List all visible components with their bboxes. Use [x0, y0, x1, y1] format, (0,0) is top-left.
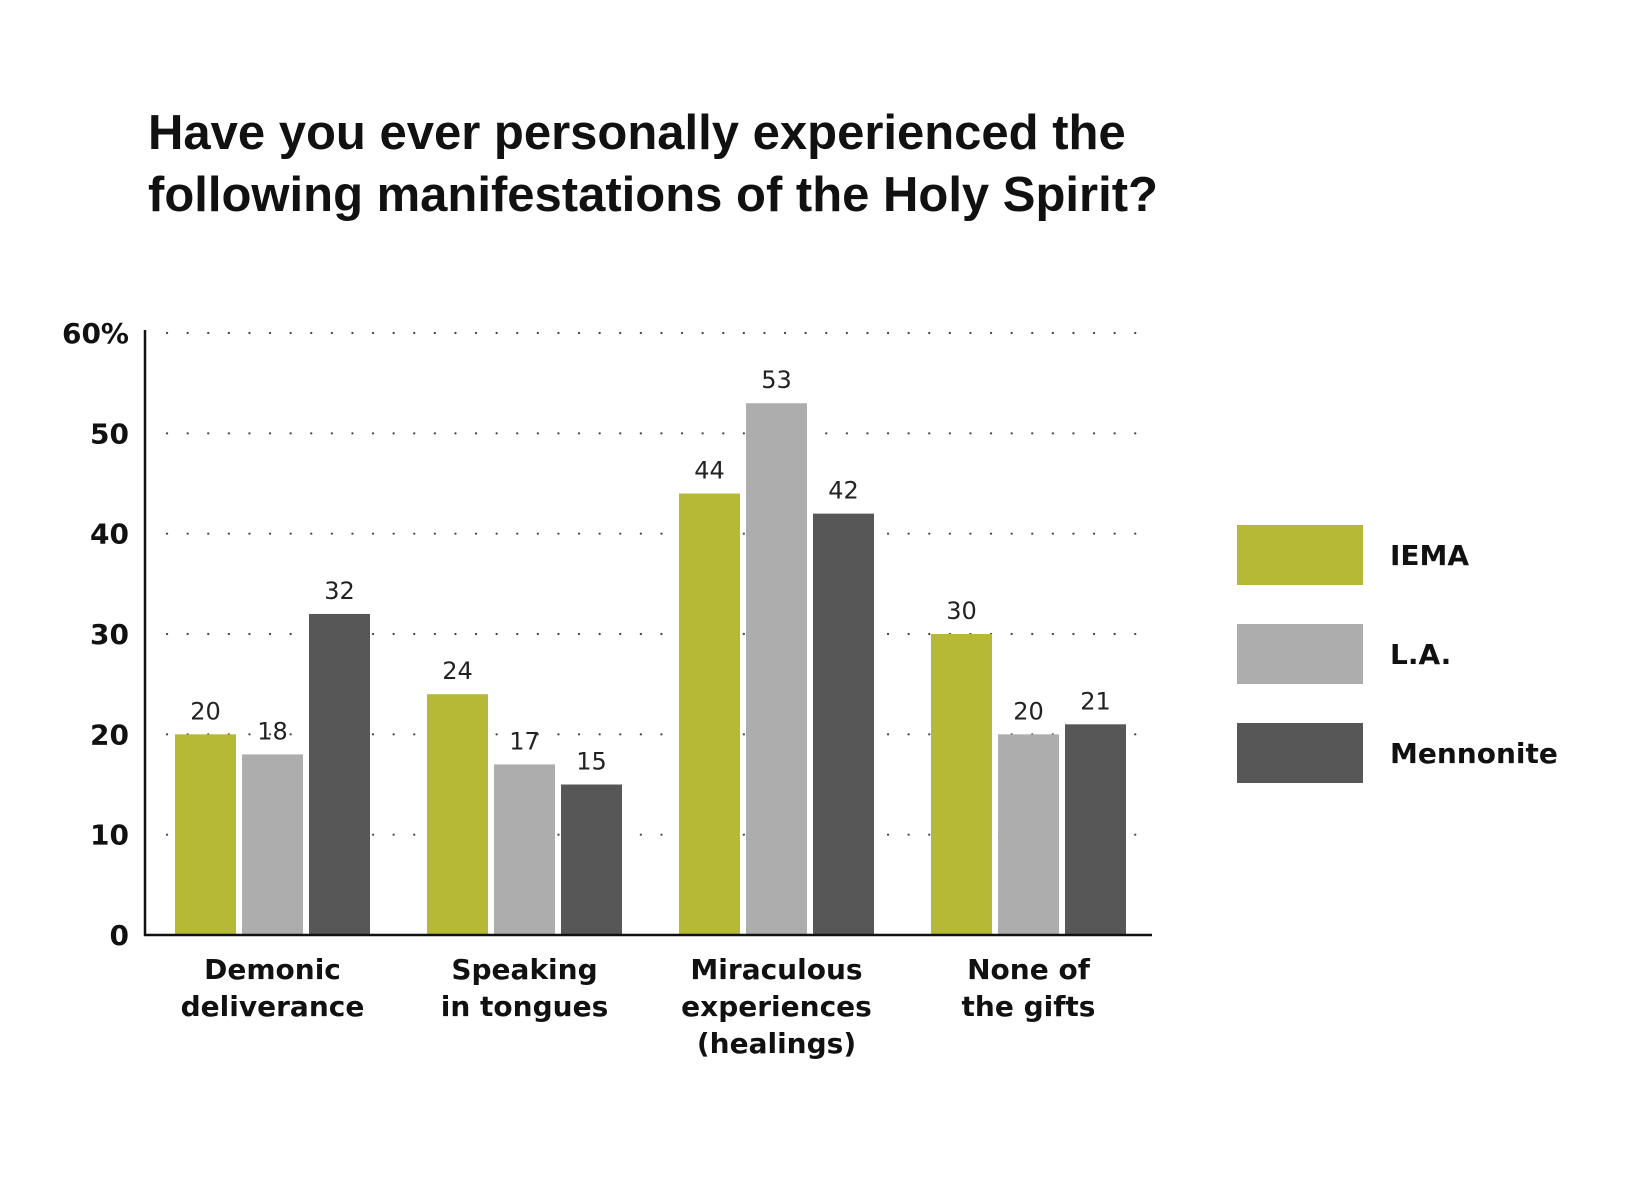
- bar-mennonite: [561, 784, 622, 935]
- bar-value-label: 20: [190, 697, 221, 725]
- data-labels: 20 18 32 24 17 15 44 53 42 30 20 21: [190, 366, 1111, 775]
- y-tick-label: 30: [90, 618, 129, 651]
- legend-swatch: [1237, 525, 1363, 585]
- y-tick-label: 60%: [62, 317, 129, 350]
- bar-value-label: 42: [828, 477, 859, 505]
- legend-label: Mennonite: [1390, 737, 1558, 770]
- bars: [175, 403, 1126, 935]
- bar-value-label: 32: [324, 577, 355, 605]
- bar-l-a: [242, 754, 303, 935]
- bar-l-a: [998, 734, 1059, 935]
- bar-iema: [931, 634, 992, 935]
- chart-title-line-2: following manifestations of the Holy Spi…: [148, 168, 1158, 222]
- x-category-label: Speaking in tongues: [441, 953, 608, 1023]
- bar-iema: [679, 493, 740, 935]
- bar-mennonite: [1065, 724, 1126, 935]
- bar-value-label: 18: [257, 717, 288, 745]
- y-tick-label: 40: [90, 518, 129, 551]
- bar-value-label: 17: [509, 727, 540, 755]
- y-tick-label: 0: [110, 919, 129, 952]
- legend-swatch: [1237, 723, 1363, 783]
- x-category-label: None of the gifts: [962, 953, 1096, 1023]
- bar-value-label: 20: [1013, 697, 1044, 725]
- chart-title-line-1: Have you ever personally experienced the: [148, 106, 1126, 160]
- x-category-label: Demonic deliverance: [181, 953, 365, 1023]
- legend-label: L.A.: [1390, 638, 1451, 671]
- y-tick-label: 20: [90, 718, 129, 751]
- bar-value-label: 44: [694, 457, 725, 485]
- bar-value-label: 53: [761, 366, 792, 394]
- bar-value-label: 24: [442, 657, 473, 685]
- bar-iema: [175, 734, 236, 935]
- bar-mennonite: [813, 513, 874, 935]
- bar-value-label: 15: [576, 748, 607, 776]
- bar-value-label: 30: [946, 597, 977, 625]
- bar-l-a: [746, 403, 807, 935]
- chart-title: Have you ever personally experienced the…: [148, 102, 1348, 226]
- legend-swatch: [1237, 624, 1363, 684]
- legend: IEMA L.A. Mennonite: [1237, 525, 1558, 783]
- y-tick-label: 50: [90, 417, 129, 450]
- bar-l-a: [494, 764, 555, 935]
- legend-label: IEMA: [1390, 539, 1469, 572]
- axes: 0 10 20 30 40 50 60% Demonic deliverance Speaking…: [62, 317, 1152, 1060]
- x-category-label: Miraculous experiences (healings): [681, 953, 872, 1060]
- y-tick-label: 10: [90, 819, 129, 852]
- bar-mennonite: [309, 613, 370, 935]
- bar-iema: [427, 694, 488, 935]
- bar-value-label: 21: [1080, 687, 1111, 715]
